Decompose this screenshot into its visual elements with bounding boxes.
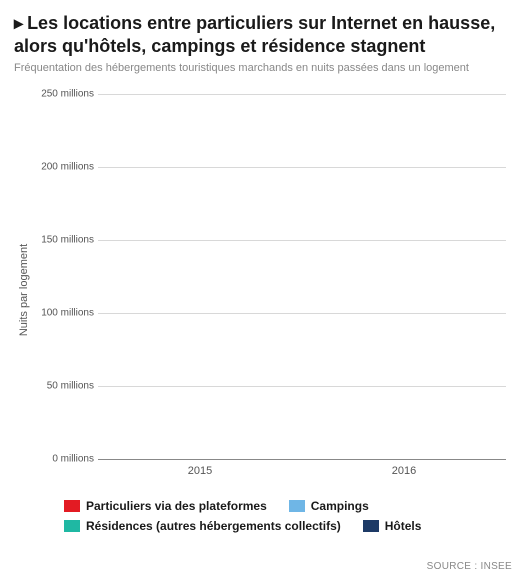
legend-swatch <box>64 500 80 512</box>
chart-subtitle: Fréquentation des hébergements touristiq… <box>14 62 512 74</box>
y-tick-label: 0 millions <box>40 454 94 465</box>
legend-label: Hôtels <box>385 519 422 533</box>
title-text: Les locations entre particuliers sur Int… <box>14 13 495 56</box>
bars-container: 20152016 <box>98 94 506 459</box>
bar-slot: 2016 <box>302 94 506 459</box>
legend-swatch <box>64 520 80 532</box>
title-marker: ▸ <box>14 13 22 33</box>
x-tick-label: 2015 <box>98 465 302 477</box>
y-axis-label-wrap: Nuits par logement <box>14 86 32 481</box>
y-tick-label: 250 millions <box>40 89 94 100</box>
y-axis-label: Nuits par logement <box>18 240 30 340</box>
chart-area: Nuits par logement 0 millions 50 millions… <box>14 86 512 481</box>
y-tick-label: 200 millions <box>40 162 94 173</box>
legend: Particuliers via des plateformes Campings… <box>14 499 512 533</box>
bar-slot: 2015 <box>98 94 302 459</box>
legend-swatch <box>289 500 305 512</box>
x-tick-label: 2016 <box>302 465 506 477</box>
y-tick-label: 50 millions <box>40 381 94 392</box>
legend-item: Campings <box>289 499 369 513</box>
source-text: SOURCE : INSEE <box>427 561 512 572</box>
y-tick-label: 100 millions <box>40 308 94 319</box>
y-tick-label: 150 millions <box>40 235 94 246</box>
legend-label: Particuliers via des plateformes <box>86 499 267 513</box>
legend-item: Hôtels <box>363 519 422 533</box>
gridline <box>98 459 506 460</box>
chart-title: ▸ Les locations entre particuliers sur I… <box>14 12 512 57</box>
legend-swatch <box>363 520 379 532</box>
legend-item: Résidences (autres hébergements collecti… <box>64 519 341 533</box>
legend-label: Résidences (autres hébergements collecti… <box>86 519 341 533</box>
legend-label: Campings <box>311 499 369 513</box>
plot-region: 0 millions 50 millions 100 millions 150 mil… <box>40 86 512 481</box>
legend-item: Particuliers via des plateformes <box>64 499 267 513</box>
